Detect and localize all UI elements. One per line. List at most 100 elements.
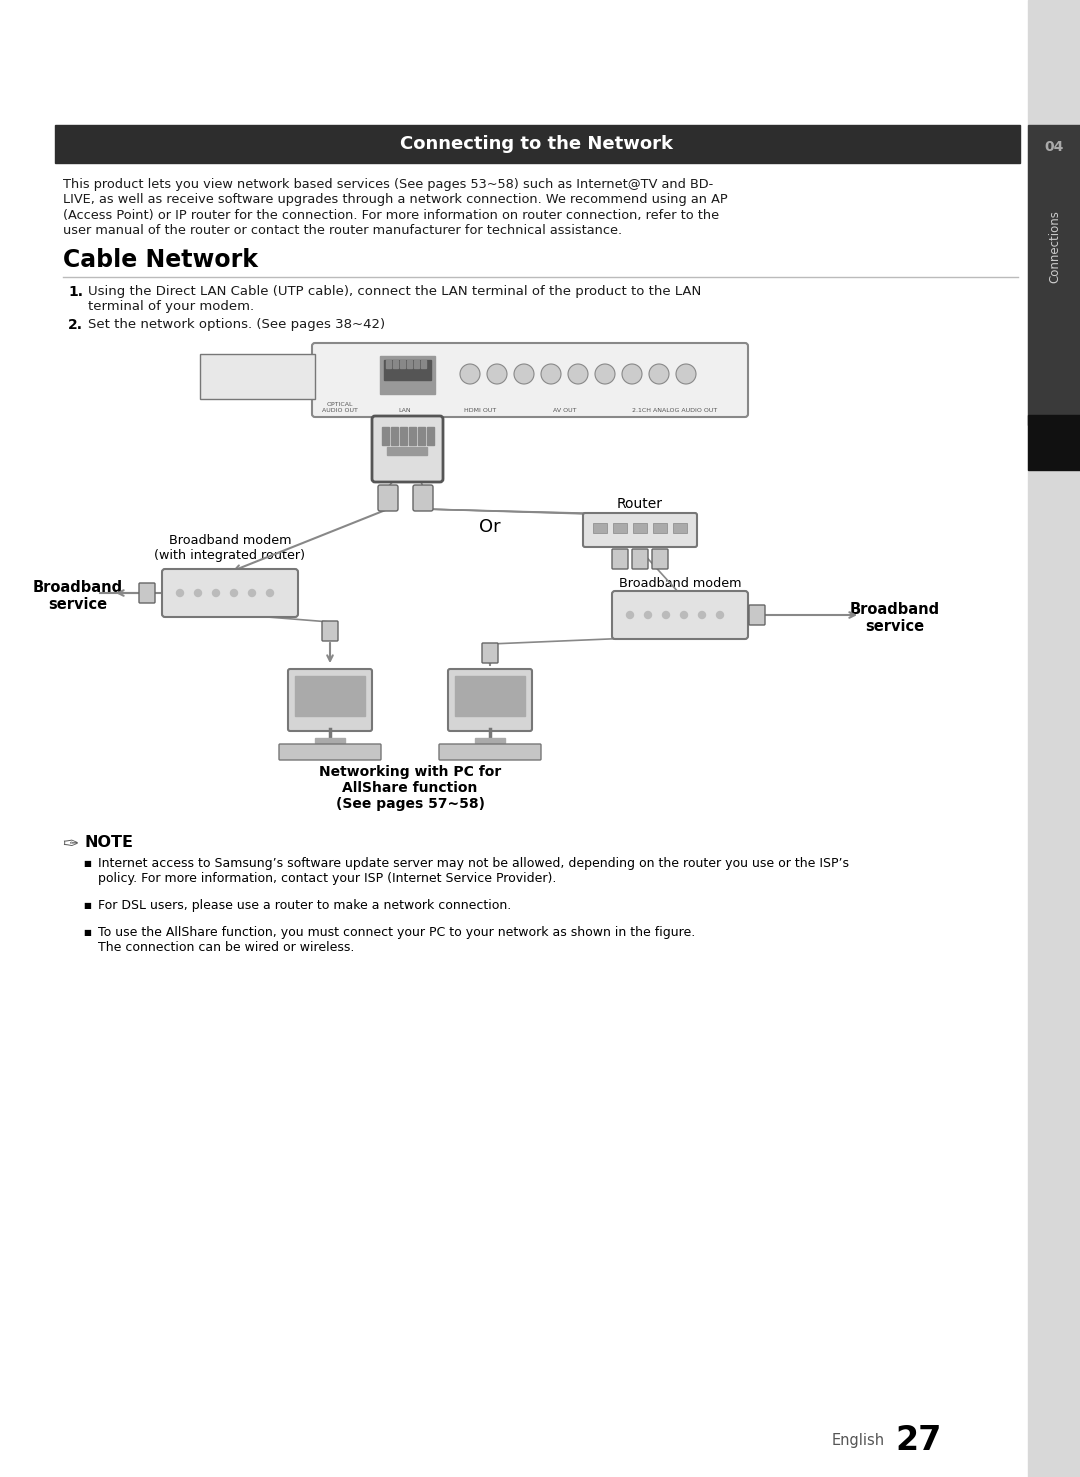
Bar [382, 427, 389, 445]
Circle shape [487, 363, 507, 384]
Text: 27: 27 [895, 1424, 942, 1456]
Text: 2.: 2. [68, 318, 83, 332]
Circle shape [213, 589, 219, 597]
Bar [1028, 126, 1080, 425]
Text: This product lets you view network based services (See pages 53~58) such as Inte: This product lets you view network based… [63, 179, 713, 191]
Text: (Access Point) or IP router for the connection. For more information on router c: (Access Point) or IP router for the conn… [63, 210, 719, 222]
Circle shape [267, 589, 273, 597]
Text: 1.: 1. [68, 285, 83, 298]
Bar [393, 360, 399, 368]
FancyBboxPatch shape [448, 669, 532, 731]
Text: Connecting to the Network: Connecting to the Network [401, 134, 674, 154]
FancyBboxPatch shape [139, 583, 156, 603]
Bar [386, 360, 391, 368]
Circle shape [716, 611, 724, 619]
Circle shape [645, 611, 651, 619]
Bar [633, 523, 647, 533]
Bar [380, 356, 435, 394]
Text: Or: Or [480, 518, 501, 536]
Bar [475, 738, 505, 743]
Bar [414, 360, 419, 368]
FancyBboxPatch shape [200, 354, 315, 399]
Text: English: English [832, 1433, 885, 1447]
Bar [407, 360, 411, 368]
FancyBboxPatch shape [288, 669, 372, 731]
Text: ■: ■ [83, 928, 91, 936]
Circle shape [230, 589, 238, 597]
Text: OPTICAL
AUDIO OUT: OPTICAL AUDIO OUT [322, 402, 357, 414]
Text: For DSL users, please use a router to make a network connection.: For DSL users, please use a router to ma… [98, 899, 511, 911]
Circle shape [649, 363, 669, 384]
Bar [384, 360, 431, 380]
Text: Broadband modem
(with integrated router): Broadband modem (with integrated router) [154, 535, 306, 563]
FancyBboxPatch shape [322, 620, 338, 641]
Text: Router: Router [617, 496, 663, 511]
FancyBboxPatch shape [750, 606, 765, 625]
Bar [1028, 415, 1080, 470]
FancyBboxPatch shape [372, 417, 443, 482]
Bar [400, 427, 407, 445]
Text: Broadband modem: Broadband modem [619, 578, 741, 589]
Circle shape [595, 363, 615, 384]
FancyBboxPatch shape [413, 484, 433, 511]
Bar [295, 676, 365, 716]
Bar [418, 427, 426, 445]
Bar [673, 523, 687, 533]
Bar [427, 427, 434, 445]
Bar [653, 523, 667, 533]
Text: Connections: Connections [1049, 210, 1062, 284]
Circle shape [662, 611, 670, 619]
FancyBboxPatch shape [482, 642, 498, 663]
Text: To use the AllShare function, you must connect your PC to your network as shown : To use the AllShare function, you must c… [98, 926, 696, 939]
Text: 2.1CH ANALOG AUDIO OUT: 2.1CH ANALOG AUDIO OUT [633, 408, 717, 414]
Circle shape [568, 363, 588, 384]
Circle shape [680, 611, 688, 619]
Bar [409, 427, 416, 445]
Circle shape [699, 611, 705, 619]
Text: ✑: ✑ [62, 835, 79, 854]
Text: Broadband
service: Broadband service [850, 603, 940, 635]
Text: Set the network options. (See pages 38~42): Set the network options. (See pages 38~4… [87, 318, 386, 331]
Circle shape [541, 363, 561, 384]
FancyBboxPatch shape [279, 744, 381, 761]
Text: ■: ■ [83, 860, 91, 868]
FancyBboxPatch shape [652, 549, 669, 569]
Circle shape [676, 363, 696, 384]
Circle shape [622, 363, 642, 384]
Circle shape [460, 363, 480, 384]
Text: terminal of your modem.: terminal of your modem. [87, 300, 254, 313]
Bar [391, 427, 399, 445]
Text: user manual of the router or contact the router manufacturer for technical assis: user manual of the router or contact the… [63, 225, 622, 238]
FancyBboxPatch shape [162, 569, 298, 617]
Text: HDMI OUT: HDMI OUT [464, 408, 496, 414]
Text: Cable Network: Cable Network [63, 248, 258, 272]
Bar [613, 523, 627, 533]
Text: The connection can be wired or wireless.: The connection can be wired or wireless. [98, 941, 354, 954]
Text: 04: 04 [1044, 140, 1064, 154]
Text: LAN: LAN [399, 408, 411, 414]
FancyBboxPatch shape [583, 513, 697, 546]
Bar [315, 738, 345, 743]
Bar [455, 676, 525, 716]
Bar [400, 360, 405, 368]
Text: AV OUT: AV OUT [553, 408, 577, 414]
Circle shape [194, 589, 202, 597]
Circle shape [248, 589, 256, 597]
Text: Broadband
service: Broadband service [32, 580, 123, 613]
FancyBboxPatch shape [612, 549, 627, 569]
Bar [55, 126, 1020, 162]
Text: policy. For more information, contact your ISP (Internet Service Provider).: policy. For more information, contact yo… [98, 871, 556, 885]
Circle shape [626, 611, 634, 619]
Text: LIVE, as well as receive software upgrades through a network connection. We reco: LIVE, as well as receive software upgrad… [63, 193, 728, 207]
Bar [593, 523, 607, 533]
Text: Using the Direct LAN Cable (UTP cable), connect the LAN terminal of the product : Using the Direct LAN Cable (UTP cable), … [87, 285, 701, 298]
Bar [387, 448, 427, 455]
Text: NOTE: NOTE [85, 835, 134, 849]
FancyBboxPatch shape [312, 343, 748, 417]
FancyBboxPatch shape [612, 591, 748, 640]
Circle shape [514, 363, 534, 384]
Text: ■: ■ [83, 901, 91, 910]
FancyBboxPatch shape [378, 484, 399, 511]
Text: Internet access to Samsung’s software update server may not be allowed, dependin: Internet access to Samsung’s software up… [98, 857, 849, 870]
Circle shape [176, 589, 184, 597]
